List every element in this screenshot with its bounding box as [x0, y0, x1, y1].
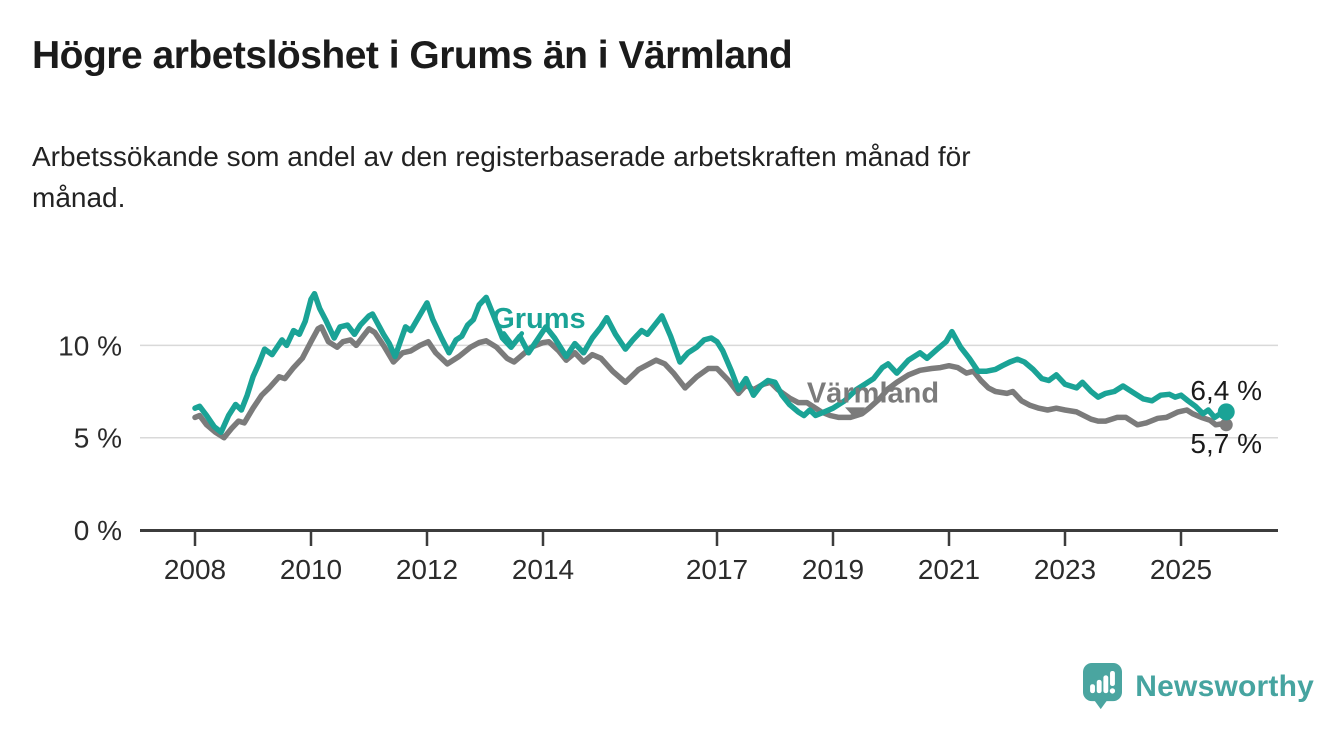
x-tick-label: 2021: [918, 554, 980, 585]
series-label-arrow-icon: [501, 331, 525, 348]
series-label: Värmland: [807, 378, 939, 410]
newsworthy-logo: Newsworthy: [1083, 663, 1314, 710]
x-tick-label: 2019: [802, 554, 864, 585]
page-subtitle: Arbetssökande som andel av den registerb…: [32, 141, 971, 214]
series-label-arrow-icon: [845, 407, 866, 419]
newsworthy-bubble-chart-icon: [1083, 663, 1123, 710]
series-end-dot: [1219, 418, 1233, 432]
x-tick-label: 2014: [512, 554, 574, 585]
series-label: Grums: [492, 303, 585, 335]
y-tick-label: 10 %: [58, 330, 122, 361]
x-tick-label: 2010: [280, 554, 342, 585]
y-tick-label: 0 %: [74, 515, 122, 546]
x-tick-label: 2025: [1150, 554, 1212, 585]
x-tick-label: 2023: [1034, 554, 1096, 585]
series-end-dot: [1217, 403, 1235, 421]
x-tick-label: 2012: [396, 554, 458, 585]
end-value-label: 6,4 %: [1190, 375, 1262, 406]
x-tick-label: 2017: [686, 554, 748, 585]
page-title: Högre arbetslöshet i Grums än i Värmland: [32, 34, 793, 77]
series-line-varmland: [192, 324, 1229, 441]
series-line-grums: [192, 290, 1229, 435]
y-tick-label: 5 %: [74, 423, 122, 454]
x-tick-label: 2008: [164, 554, 226, 585]
brand-name: Newsworthy: [1135, 669, 1314, 703]
end-value-label: 5,7 %: [1190, 428, 1262, 459]
